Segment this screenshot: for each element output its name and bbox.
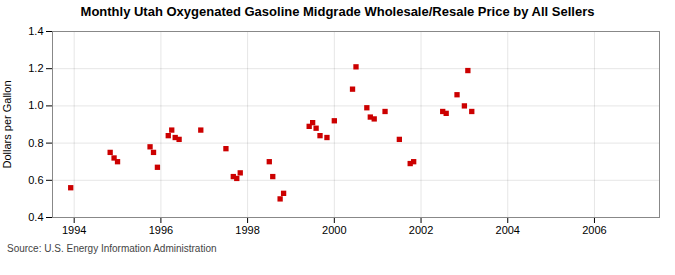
- html-text:Source: U.S. Energy Informatio: Source: U.S. Energy Information Administ…: [7, 243, 217, 254]
- svg-text:2000: 2000: [322, 224, 346, 236]
- svg-text:1994: 1994: [62, 224, 86, 236]
- svg-text:1.0: 1.0: [28, 99, 43, 111]
- svg-text:1996: 1996: [149, 224, 173, 236]
- svg-text:0.4: 0.4: [28, 211, 43, 223]
- svg-text:1998: 1998: [235, 224, 259, 236]
- svg-text:2006: 2006: [582, 224, 606, 236]
- svg-text:Dollars per Gallon: Dollars per Gallon: [1, 80, 13, 168]
- svg-text:0.6: 0.6: [28, 174, 43, 186]
- html-text:Monthly Utah Oxygenated Gasoli: Monthly Utah Oxygenated Gasoline Midgrad…: [80, 4, 595, 19]
- svg-text:1.2: 1.2: [28, 62, 43, 74]
- svg-text:1.4: 1.4: [28, 25, 43, 37]
- svg-text:2004: 2004: [496, 224, 520, 236]
- svg-text:0.8: 0.8: [28, 137, 43, 149]
- svg-text:2002: 2002: [409, 224, 433, 236]
